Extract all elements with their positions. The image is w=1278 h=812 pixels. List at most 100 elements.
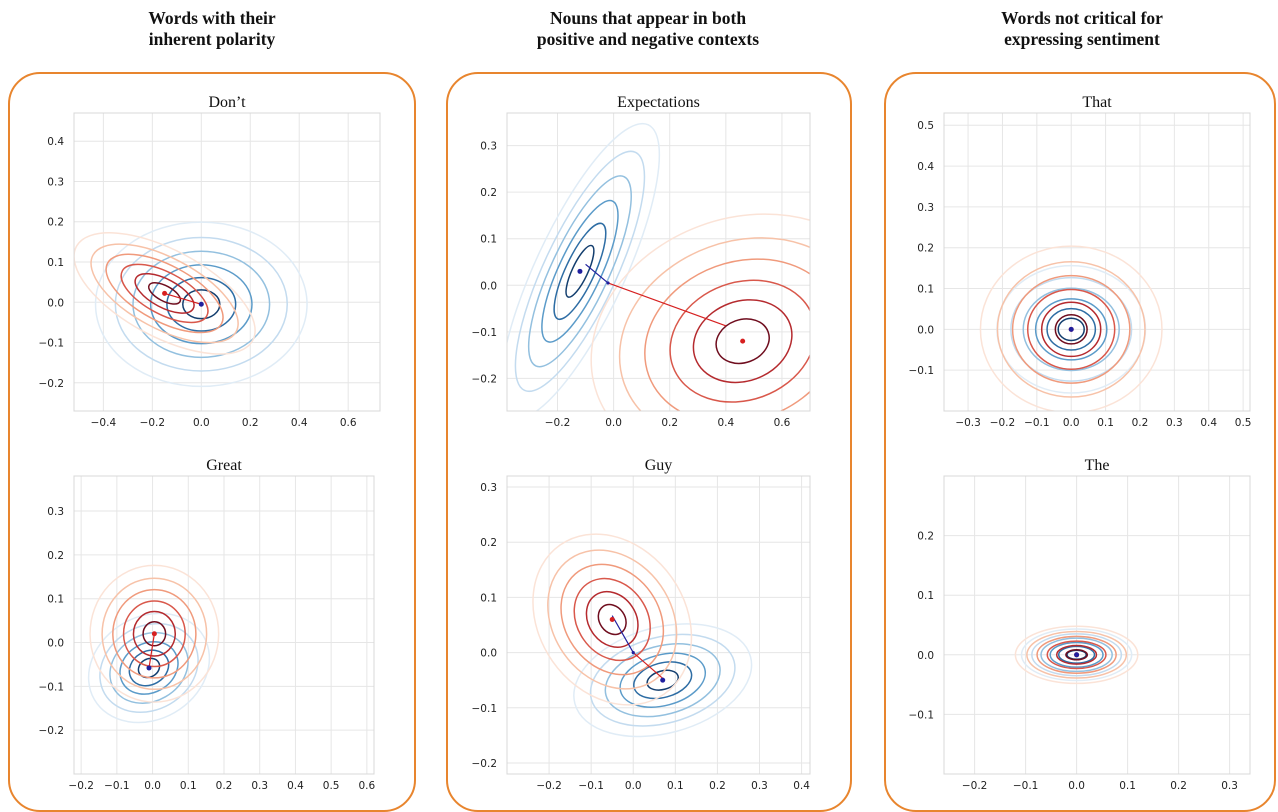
y-tick-label: −0.1: [472, 327, 498, 339]
x-tick-label: 0.3: [751, 780, 768, 792]
group-title-line2: inherent polarity: [148, 29, 276, 49]
y-tick-label: 0.3: [917, 202, 934, 214]
x-tick-label: 0.0: [193, 417, 210, 429]
x-tick-label: 0.0: [1068, 780, 1085, 792]
connector-line: [164, 292, 202, 305]
contour-ring-red: [590, 213, 810, 411]
x-tick-label: 0.2: [709, 780, 726, 792]
panel-title: Guy: [645, 457, 673, 474]
x-tick-label: 0.3: [1221, 780, 1238, 792]
contour-ring-blue: [1020, 628, 1133, 682]
contour-ring-red: [112, 588, 197, 679]
contour-ring-blue: [573, 623, 753, 738]
contour-ring-blue: [565, 244, 595, 298]
x-tick-label: 0.6: [774, 417, 791, 429]
negative-center-point: [162, 290, 168, 296]
y-tick-label: −0.1: [39, 681, 65, 693]
x-tick-label: −0.1: [104, 780, 130, 792]
contour-ring-red: [1065, 649, 1089, 661]
plot-frame: [506, 112, 811, 412]
x-tick-label: 0.0: [625, 780, 642, 792]
contour-ring-blue: [114, 236, 288, 372]
chart-panel: −0.2 −0.1 0.0 0.1 0.2 0.3 0.4 0.5 0.6 −0.2 −0.1 0.0…: [39, 457, 376, 792]
group-title-inherent-polarity: Words with their inherent polarity: [32, 8, 392, 50]
contour-ring-red: [142, 621, 167, 647]
x-tick-label: 0.4: [291, 417, 308, 429]
contour-series-blue: [94, 221, 308, 388]
y-tick-label: 0.0: [47, 638, 64, 650]
plot-area: [979, 245, 1163, 411]
panel-title: The: [1085, 457, 1110, 474]
x-tick-label: 0.4: [1200, 417, 1217, 429]
x-tick-label: −0.2: [990, 417, 1016, 429]
y-tick-label: 0.0: [917, 650, 934, 662]
x-tick-label: 0.2: [661, 417, 678, 429]
panel-title: Great: [206, 457, 242, 474]
y-tick-label: 0.0: [917, 324, 934, 336]
contour-ring-blue: [132, 250, 271, 359]
contour-ring-blue: [128, 649, 170, 687]
chart-panel: −0.2 0.0 0.2 0.4 0.6 −0.2 −0.1 0.0 0.1 0.2 0.3 Expe…: [472, 94, 811, 429]
x-tick-label: 0.1: [667, 780, 684, 792]
x-tick-label: 0.2: [216, 780, 233, 792]
contour-ring-blue: [1046, 307, 1097, 351]
contour-ring-blue: [589, 633, 736, 727]
x-tick-label: 0.3: [1166, 417, 1183, 429]
grid: [507, 476, 810, 774]
contour-ring-blue: [1057, 645, 1096, 664]
contour-ring-red: [979, 245, 1163, 411]
y-tick-label: 0.3: [47, 176, 64, 188]
x-tick-label: −0.4: [91, 417, 117, 429]
contour-ring-blue: [1031, 633, 1123, 677]
y-tick-label: 0.0: [480, 280, 497, 292]
connector-line: [607, 282, 727, 327]
y-tick-label: −0.1: [909, 709, 935, 721]
connector-line: [148, 633, 155, 669]
contour-series-blue: [573, 623, 753, 738]
y-tick-label: −0.2: [472, 758, 498, 770]
contour-ring-blue: [604, 643, 721, 718]
negative-center-point: [740, 338, 746, 344]
contour-ring-red: [1026, 630, 1128, 679]
plot-frame: [73, 112, 381, 412]
y-tick-label: 0.1: [480, 592, 497, 604]
x-tick-label: −0.2: [545, 417, 571, 429]
chart-panel: −0.2 −0.1 0.0 0.1 0.2 0.3 −0.1 0.0 0.1 0.2 The: [909, 457, 1251, 792]
contour-ring-blue: [1049, 641, 1104, 668]
contour-ring-red: [1026, 288, 1116, 371]
y-tick-label: −0.2: [472, 373, 498, 385]
x-tick-label: 0.1: [180, 780, 197, 792]
x-tick-label: −0.3: [955, 417, 981, 429]
x-tick-label: −0.1: [1013, 780, 1039, 792]
grid: [74, 476, 374, 774]
group-title-line1: Words with their: [148, 8, 276, 28]
x-tick-label: −0.2: [536, 780, 562, 792]
contour-ring-blue: [1010, 276, 1133, 382]
positive-center-point: [660, 677, 666, 683]
y-tick-label: 0.3: [480, 141, 497, 153]
x-tick-label: 0.0: [144, 780, 161, 792]
x-tick-label: 0.0: [1063, 417, 1080, 429]
plot-area: [532, 533, 753, 738]
x-tick-label: 0.0: [605, 417, 622, 429]
plot-area: [87, 564, 220, 724]
x-tick-label: 0.4: [717, 417, 734, 429]
positive-center-point: [1068, 326, 1074, 332]
plot-frame: [943, 112, 1251, 412]
contour-ring-red: [89, 564, 220, 703]
x-tick-label: −0.2: [68, 780, 94, 792]
plot-area: [507, 122, 810, 411]
plot-area: [1014, 625, 1139, 685]
x-tick-label: −0.1: [1024, 417, 1050, 429]
group-title-line2: expressing sentiment: [1004, 29, 1160, 49]
contour-series-blue: [1020, 628, 1133, 682]
y-tick-label: 0.1: [47, 257, 64, 269]
connector-line: [585, 263, 609, 284]
grid: [944, 113, 1250, 411]
contour-series-red: [532, 533, 693, 706]
positive-center-point: [577, 268, 583, 274]
contour-ring-red: [560, 563, 665, 676]
y-tick-label: −0.2: [39, 378, 65, 390]
positive-center-point: [198, 301, 204, 307]
positive-center-point: [1074, 652, 1080, 658]
